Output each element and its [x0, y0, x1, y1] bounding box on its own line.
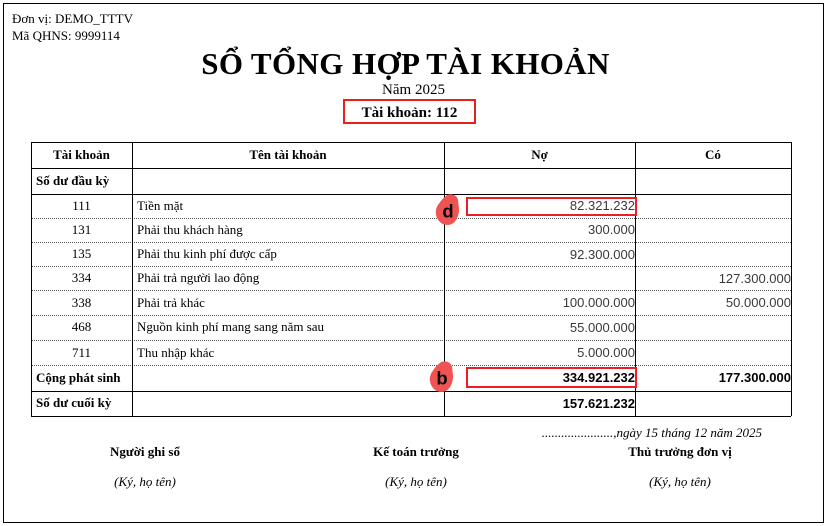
svg-text:d: d — [442, 200, 453, 221]
svg-text:b: b — [436, 367, 447, 388]
